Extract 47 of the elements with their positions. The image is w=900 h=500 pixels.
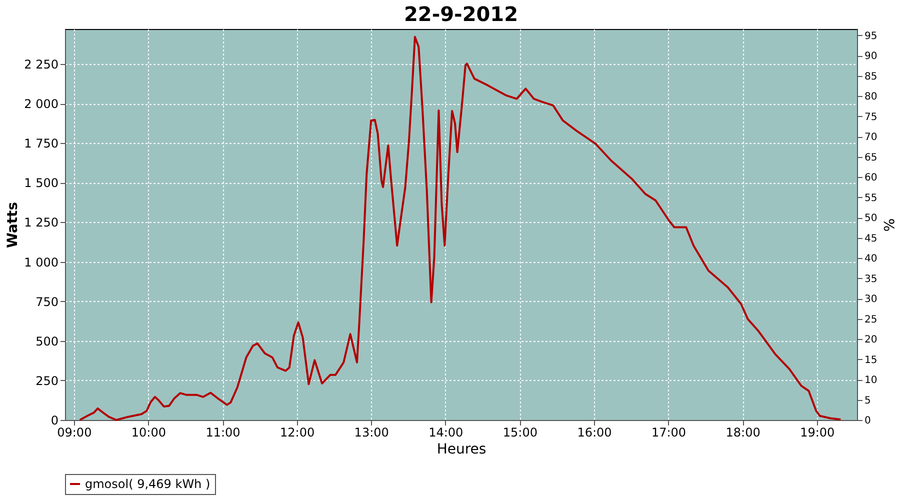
y2-tick-label: 95 [864, 30, 878, 42]
y2-tick-label: 45 [864, 233, 878, 244]
y2-tick-label: 20 [864, 334, 878, 346]
y-tick-label: 1 500 [24, 176, 58, 190]
y2-tick-label: 50 [864, 213, 878, 224]
y2-tick-label: 10 [864, 375, 878, 386]
y-tick-label: 2 000 [24, 97, 58, 112]
x-tick-label: 16:00 [577, 426, 612, 440]
y-tick-label: 0 [50, 414, 58, 428]
x-tick-label: 09:00 [57, 426, 92, 440]
x-axis-title: Heures [436, 442, 486, 458]
x-tick-label: 11:00 [206, 426, 240, 440]
x-tick-label: 14:00 [428, 426, 464, 440]
y2-tick-label: 5 [864, 395, 871, 406]
y2-tick-label: 55 [864, 192, 878, 204]
x-tick-label: 10:00 [131, 426, 166, 440]
y-tick-label: 1 250 [24, 216, 58, 230]
legend-label: gmosol( 9,469 kWh ) [85, 477, 210, 491]
y-tick-label: 500 [36, 334, 58, 348]
y-axis-title: Watts [5, 202, 22, 248]
y2-tick-label: 70 [864, 132, 878, 144]
y-tick-label: 250 [36, 374, 58, 388]
y2-tick-label: 80 [864, 92, 878, 103]
y2-tick-label: 85 [864, 71, 878, 82]
y-tick-label: 750 [36, 294, 58, 309]
x-tick-label: 17:00 [651, 426, 686, 440]
y2-tick-label: 15 [864, 354, 878, 366]
y2-tick-label: 25 [864, 314, 878, 326]
y-tick-label: 2 250 [24, 57, 58, 72]
y2-tick-label: 35 [864, 274, 878, 285]
line-series [78, 36, 842, 421]
x-tick-label: 13:00 [354, 426, 389, 440]
x-tick-label: 12:00 [280, 426, 315, 440]
y2-tick-label: 65 [864, 152, 878, 164]
x-tick-label: 18:00 [726, 426, 760, 440]
x-tick-label: 19:00 [800, 426, 835, 440]
chart-title: 22-9-2012 [404, 2, 518, 26]
y2-tick-label: 40 [864, 254, 878, 265]
y2-tick-label: 75 [864, 112, 878, 123]
y-tick-label: 1 750 [24, 136, 58, 151]
y2-axis-title: % [880, 218, 896, 232]
y2-tick-label: 0 [864, 416, 871, 426]
y-tick-label: 1 000 [24, 255, 58, 270]
y2-tick-label: 30 [864, 294, 878, 306]
y2-tick-label: 60 [864, 172, 878, 184]
y2-tick-label: 90 [864, 51, 878, 62]
x-tick-label: 15:00 [502, 426, 538, 440]
